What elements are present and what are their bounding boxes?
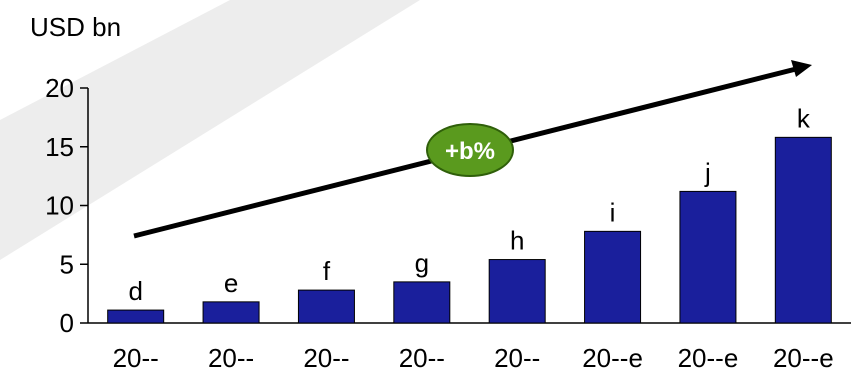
y-tick-label: 0	[60, 308, 74, 338]
bar-data-label: h	[510, 226, 524, 256]
y-tick-label: 20	[45, 73, 74, 103]
bar-data-label: f	[323, 256, 331, 286]
bar	[584, 230, 642, 324]
data-labels: d e f g h i j k	[128, 103, 810, 306]
y-axis-ticks: 0 5 10 15 20	[45, 73, 88, 338]
bar-data-label: j	[704, 157, 711, 187]
bar-data-label: k	[797, 103, 811, 133]
x-tick-label: 20--e	[678, 343, 739, 373]
x-tick-label: 20--	[303, 343, 349, 373]
bar-data-label: e	[224, 268, 238, 298]
bar	[107, 309, 165, 324]
watermark	[0, 0, 420, 260]
y-unit-label: USD bn	[30, 12, 121, 42]
growth-badge: +b%	[426, 123, 514, 177]
bar-data-label: d	[128, 276, 142, 306]
bar	[393, 281, 451, 324]
growth-badge-label: +b%	[445, 138, 495, 165]
bar	[488, 259, 546, 324]
x-tick-label: 20--	[494, 343, 540, 373]
y-tick-label: 5	[60, 249, 74, 279]
trend-arrow-head-icon	[791, 60, 812, 77]
bar-series	[107, 136, 832, 324]
x-tick-label: 20--e	[582, 343, 643, 373]
bar-data-label: g	[415, 248, 429, 278]
x-tick-label: 20--e	[773, 343, 834, 373]
x-axis-labels: 20-- 20-- 20-- 20-- 20-- 20--e 20--e 20--e	[113, 343, 834, 373]
bar	[679, 190, 737, 324]
y-tick-label: 15	[45, 132, 74, 162]
y-tick-label: 10	[45, 191, 74, 221]
bar-data-label: i	[610, 197, 616, 227]
bar	[202, 301, 260, 324]
x-tick-label: 20--	[208, 343, 254, 373]
x-tick-label: 20--	[113, 343, 159, 373]
x-tick-label: 20--	[399, 343, 445, 373]
bar	[774, 136, 832, 324]
growth-badge-shape	[426, 123, 514, 177]
bar	[297, 289, 355, 324]
